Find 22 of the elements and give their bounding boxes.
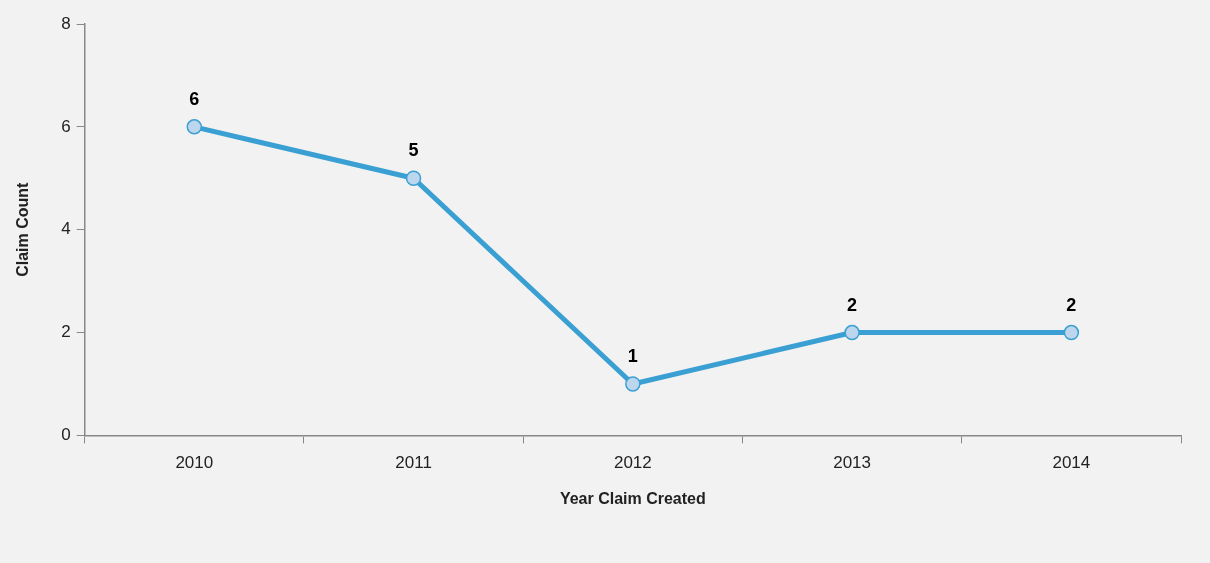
x-tick-label: 2010 <box>175 453 214 473</box>
x-tick-label: 2014 <box>1052 453 1091 473</box>
y-tick-label: 6 <box>61 116 71 136</box>
data-label: 2 <box>847 294 858 315</box>
point <box>405 170 422 187</box>
x-tick-label: 2012 <box>613 453 652 473</box>
y-axis-title: Claim Count <box>14 181 32 277</box>
point <box>844 324 860 341</box>
y-tick-label: 0 <box>61 425 71 445</box>
x-axis-title: Year Claim Created <box>559 489 706 507</box>
point <box>625 376 641 392</box>
data-label: 2 <box>1066 294 1077 315</box>
y-tick-label: 2 <box>61 322 71 342</box>
data-label: 5 <box>408 140 419 161</box>
y-tick-label: 8 <box>61 13 71 33</box>
point <box>1063 324 1080 341</box>
y-tick-label: 4 <box>61 219 71 239</box>
point <box>186 119 203 135</box>
x-tick-label: 2011 <box>395 453 432 473</box>
data-label: 1 <box>627 345 638 366</box>
x-tick-label: 2013 <box>833 453 872 473</box>
data-label: 6 <box>189 88 200 109</box>
